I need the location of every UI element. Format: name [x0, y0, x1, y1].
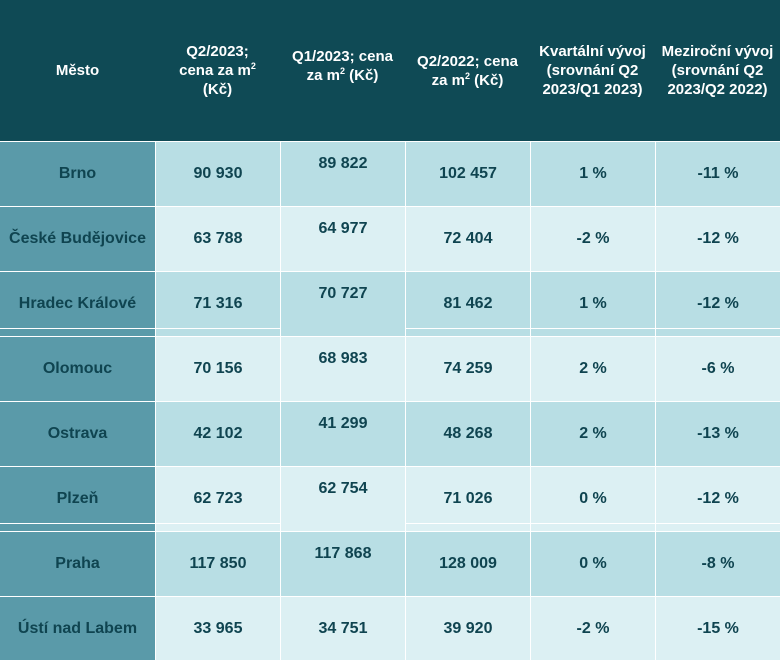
q2-2022-cell: 48 268	[405, 402, 530, 466]
q2-2022-cell: 72 404	[405, 207, 530, 271]
header-quarterly: Kvartální vývoj (srovnání Q2 2023/Q1 202…	[530, 0, 655, 141]
q2-2023-cell: 117 850	[155, 532, 280, 596]
quarterly-cell: 2 %	[530, 402, 655, 466]
yoy-cell: -12 %	[655, 467, 780, 531]
city-cell: Olomouc	[0, 337, 155, 401]
q2-2023-cell: 62 723	[155, 467, 280, 531]
q2-2023-cell: 70 156	[155, 337, 280, 401]
q2-2023-cell: 33 965	[155, 597, 280, 660]
quarterly-cell: 1 %	[530, 142, 655, 206]
q2-2022-cell: 81 462	[405, 272, 530, 336]
header-city: Město	[0, 0, 155, 141]
q2-2023-cell: 42 102	[155, 402, 280, 466]
q1-2023-cell: 64 977	[280, 207, 405, 271]
quarterly-cell: -2 %	[530, 207, 655, 271]
q2-2022-cell: 71 026	[405, 467, 530, 531]
yoy-cell: -12 %	[655, 207, 780, 271]
q2-2023-cell: 63 788	[155, 207, 280, 271]
header-yoy: Meziroční vývoj (srovnání Q2 2023/Q2 202…	[655, 0, 780, 141]
q1-2023-cell: 41 299	[280, 402, 405, 466]
yoy-cell: -12 %	[655, 272, 780, 336]
q2-2022-cell: 39 920	[405, 597, 530, 660]
city-cell: Hradec Králové	[0, 272, 155, 336]
city-cell: Ostrava	[0, 402, 155, 466]
quarterly-cell: -2 %	[530, 597, 655, 660]
table-header: Město Q2/2023; cena za m2 (Kč) Q1/2023; …	[0, 0, 780, 141]
header-q1-2023: Q1/2023; cena za m2 (Kč)	[280, 0, 405, 141]
q2-2023-cell: 71 316	[155, 272, 280, 336]
q1-2023-cell: 62 754	[280, 467, 405, 531]
table-row: Ústí nad Labem 33 965 34 751 39 920 -2 %…	[0, 596, 780, 660]
q2-2022-cell: 102 457	[405, 142, 530, 206]
header-q2-2022: Q2/2022; cena za m2 (Kč)	[405, 0, 530, 141]
header-city-label: Město	[55, 62, 100, 79]
q1-2023-cell: 117 868	[280, 532, 405, 596]
header-quarterly-label: Kvartální vývoj (srovnání Q2 2023/Q1 202…	[539, 43, 646, 98]
header-q1-2023-label: Q1/2023; cena za m2 (Kč)	[292, 48, 393, 84]
city-cell: Praha	[0, 532, 155, 596]
yoy-cell: -13 %	[655, 402, 780, 466]
yoy-cell: -6 %	[655, 337, 780, 401]
q1-2023-cell: 68 983	[280, 337, 405, 401]
yoy-cell: -8 %	[655, 532, 780, 596]
header-q2-2023: Q2/2023; cena za m2 (Kč)	[155, 0, 280, 141]
yoy-cell: -11 %	[655, 142, 780, 206]
city-cell: České Budějovice	[0, 207, 155, 271]
quarterly-cell: 2 %	[530, 337, 655, 401]
city-cell: Plzeň	[0, 467, 155, 531]
table-row: České Budějovice 63 788 64 977 72 404 -2…	[0, 206, 780, 271]
quarterly-cell: 1 %	[530, 272, 655, 336]
q2-2022-cell: 128 009	[405, 532, 530, 596]
q1-2023-cell: 89 822	[280, 142, 405, 206]
table-row: Plzeň 62 723 62 754 71 026 0 % -12 %	[0, 466, 780, 531]
table-row: Brno 90 930 89 822 102 457 1 % -11 %	[0, 141, 780, 206]
header-q2-2022-label: Q2/2022; cena za m2 (Kč)	[417, 52, 518, 89]
city-cell: Ústí nad Labem	[0, 597, 155, 660]
q2-2022-cell: 74 259	[405, 337, 530, 401]
q2-2023-cell: 90 930	[155, 142, 280, 206]
q1-2023-cell: 34 751	[280, 597, 405, 660]
q1-2023-cell: 70 727	[280, 272, 405, 336]
header-q2-2023-label: Q2/2023; cena za m2 (Kč)	[179, 43, 256, 98]
quarterly-cell: 0 %	[530, 467, 655, 531]
city-cell: Brno	[0, 142, 155, 206]
yoy-cell: -15 %	[655, 597, 780, 660]
table-row: Praha 117 850 117 868 128 009 0 % -8 %	[0, 531, 780, 596]
quarterly-cell: 0 %	[530, 532, 655, 596]
table-row: Hradec Králové 71 316 70 727 81 462 1 % …	[0, 271, 780, 336]
header-yoy-label: Meziroční vývoj (srovnání Q2 2023/Q2 202…	[661, 43, 774, 98]
table-row: Ostrava 42 102 41 299 48 268 2 % -13 %	[0, 401, 780, 466]
table-row: Olomouc 70 156 68 983 74 259 2 % -6 %	[0, 336, 780, 401]
